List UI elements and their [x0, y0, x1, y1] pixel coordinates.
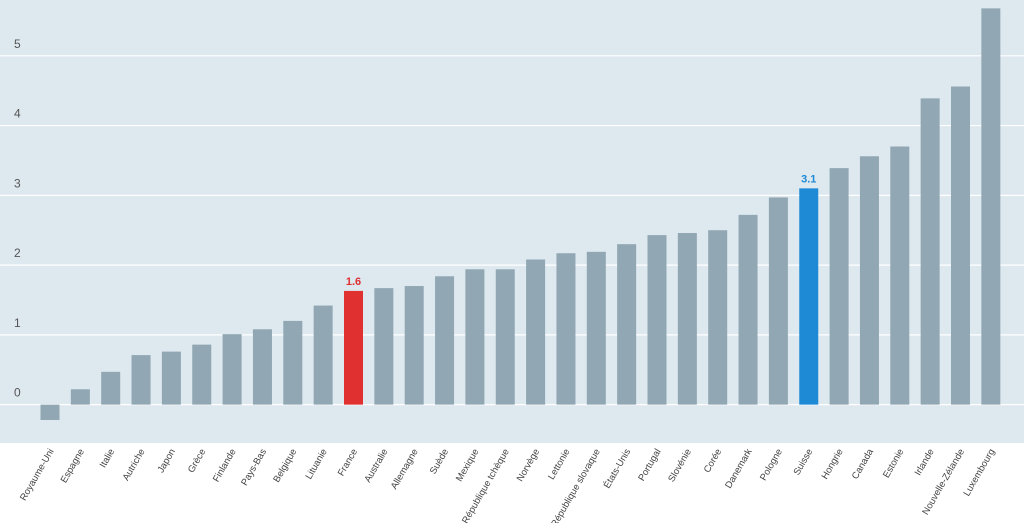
bar-italie — [101, 371, 121, 405]
y-tick-label: 0 — [14, 386, 21, 400]
value-label: 1.6 — [346, 276, 361, 288]
bar-espagne — [70, 389, 90, 405]
x-tick-label: Japon — [156, 447, 178, 475]
bar-portugal — [647, 235, 667, 405]
x-tick-label: États-Unis — [602, 447, 634, 491]
x-axis-labels: Royaume-Uni Espagne Italie Autriche Japon Grè… — [18, 446, 997, 523]
x-tick-label: Portugal — [636, 447, 663, 483]
x-tick-label: France — [336, 447, 360, 478]
bar-belgique — [283, 320, 303, 405]
y-tick-label: 2 — [14, 246, 21, 260]
y-tick-label: 3 — [14, 176, 21, 190]
value-labels: 1.6 3.1 — [346, 173, 817, 288]
bar-irlande — [920, 98, 940, 405]
x-tick-label: Danemark — [723, 447, 755, 491]
y-tick-label: 1 — [14, 316, 21, 330]
bar-allemagne — [404, 286, 424, 405]
bar-luxembourg — [981, 8, 1001, 405]
x-tick-label: Luxembourg — [962, 447, 998, 498]
bar-pologne — [768, 197, 788, 405]
bar-japon — [161, 351, 181, 405]
x-tick-label: Mexique — [454, 447, 481, 484]
x-tick-label: Hongrie — [820, 447, 846, 481]
bar-autriche — [131, 355, 151, 405]
value-label: 3.1 — [801, 173, 816, 185]
x-tick-label: Italie — [98, 447, 118, 470]
x-tick-label: Australie — [362, 447, 390, 485]
bar-suisse — [799, 188, 819, 405]
x-tick-label: Pays-Bas — [239, 447, 269, 488]
bar-danemark — [738, 214, 758, 405]
bar--tats-unis — [617, 244, 637, 405]
x-tick-label: Canada — [850, 446, 877, 481]
x-tick-label: Irlande — [913, 447, 937, 478]
bar-r-publique-tch-que — [495, 269, 515, 405]
bar-su-de — [435, 276, 455, 405]
bar-slov-nie — [677, 233, 697, 405]
y-tick-label: 5 — [14, 37, 21, 51]
x-tick-label: Allemagne — [389, 447, 421, 491]
x-tick-label: Suisse — [792, 447, 816, 477]
y-axis-ticks: 0 1 2 3 4 5 — [14, 37, 21, 400]
x-tick-label: Estonie — [881, 447, 906, 480]
x-tick-label: Finlande — [211, 447, 239, 484]
bar-france — [344, 290, 363, 405]
x-tick-label: Royaume-Uni — [18, 447, 57, 503]
x-tick-label: Norvège — [515, 447, 542, 484]
x-tick-label: Belgique — [271, 447, 299, 485]
bar-lituanie — [313, 305, 333, 405]
bar-cor-e — [708, 230, 728, 405]
bar-australie — [374, 288, 394, 405]
x-tick-label: Suède — [428, 447, 451, 476]
bar-gr-ce — [192, 344, 212, 405]
x-tick-label: Lituanie — [304, 447, 330, 481]
bar-estonie — [890, 146, 910, 405]
x-tick-label: Slovénie — [666, 447, 694, 484]
bar-finlande — [222, 334, 242, 405]
x-tick-label: Corée — [702, 447, 724, 475]
x-tick-label: Espagne — [59, 447, 87, 485]
bar-mexique — [465, 269, 485, 405]
x-tick-label: Lettonie — [546, 447, 572, 482]
x-tick-label: Pologne — [758, 447, 785, 483]
bar-canada — [859, 156, 879, 405]
bar-pays-bas — [252, 329, 272, 405]
bar-royaume-uni — [40, 404, 60, 420]
x-tick-label: Grèce — [186, 447, 208, 475]
y-tick-label: 4 — [14, 107, 21, 121]
bar-r-publique-slovaque — [586, 251, 606, 405]
bar-lettonie — [556, 253, 576, 405]
bar-nouvelle-z-lande — [951, 86, 970, 405]
x-tick-label: Autriche — [121, 447, 148, 483]
bars — [40, 8, 1001, 420]
bar-hongrie — [829, 168, 849, 405]
bar-norv-ge — [526, 259, 546, 405]
